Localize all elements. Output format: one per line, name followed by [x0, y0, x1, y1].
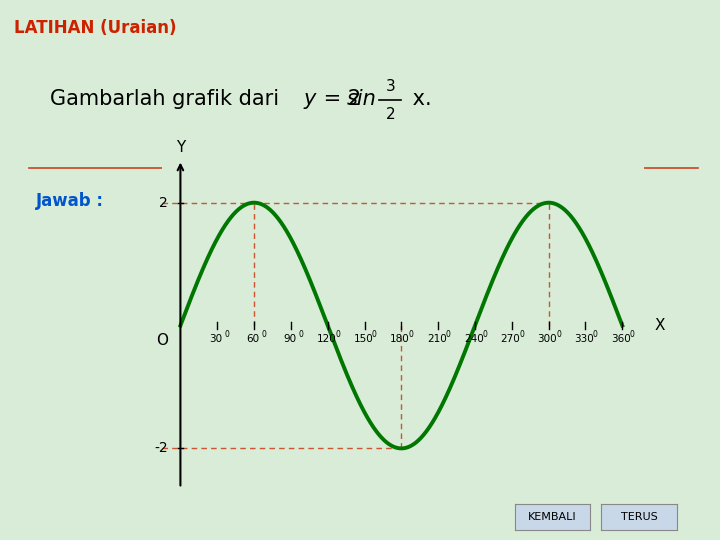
Text: 0: 0: [593, 330, 598, 339]
Text: 0: 0: [261, 330, 266, 339]
Text: 180: 180: [390, 334, 410, 344]
Text: 150: 150: [354, 334, 373, 344]
Text: 0: 0: [446, 330, 451, 339]
Text: 0: 0: [335, 330, 340, 339]
Text: Jawab :: Jawab :: [36, 192, 104, 210]
Text: KEMBALI: KEMBALI: [528, 512, 577, 522]
Text: 330: 330: [575, 334, 594, 344]
Text: X: X: [654, 318, 665, 333]
Text: O: O: [156, 333, 168, 348]
Text: 0: 0: [630, 330, 634, 339]
Text: LATIHAN (Uraian): LATIHAN (Uraian): [14, 18, 177, 37]
Text: 0: 0: [409, 330, 413, 339]
Text: y: y: [304, 89, 316, 109]
Text: 0: 0: [556, 330, 561, 339]
Text: 360: 360: [611, 334, 631, 344]
Text: 270: 270: [500, 334, 521, 344]
Text: 30: 30: [210, 334, 222, 344]
Text: 0: 0: [482, 330, 487, 339]
Text: 0: 0: [519, 330, 524, 339]
Text: x.: x.: [406, 89, 432, 109]
Text: = 2: = 2: [317, 89, 367, 109]
Text: 210: 210: [427, 334, 447, 344]
Text: 0: 0: [225, 330, 230, 339]
Text: 90: 90: [283, 334, 296, 344]
Text: 2: 2: [385, 107, 395, 122]
Text: TERUS: TERUS: [621, 512, 657, 522]
Text: 240: 240: [464, 334, 484, 344]
Text: Y: Y: [176, 140, 185, 155]
Text: 120: 120: [317, 334, 336, 344]
Text: -2: -2: [155, 441, 168, 455]
Text: 2: 2: [159, 195, 168, 210]
Text: 300: 300: [538, 334, 557, 344]
Text: Gambarlah grafik dari: Gambarlah grafik dari: [50, 89, 286, 109]
Text: sin: sin: [347, 89, 377, 109]
Text: 0: 0: [298, 330, 303, 339]
Text: 0: 0: [372, 330, 377, 339]
Text: 60: 60: [246, 334, 259, 344]
Text: 3: 3: [385, 79, 395, 94]
